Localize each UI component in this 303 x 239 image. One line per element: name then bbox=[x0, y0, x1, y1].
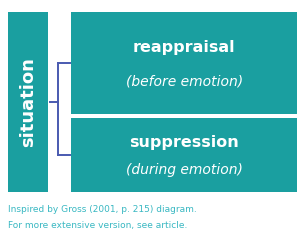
Text: Inspired by Gross (2001, p. 215) diagram.: Inspired by Gross (2001, p. 215) diagram… bbox=[8, 205, 196, 214]
Text: For more extensive version, see article.: For more extensive version, see article. bbox=[8, 221, 187, 230]
Text: (before emotion): (before emotion) bbox=[125, 74, 243, 88]
Bar bbox=[71, 118, 297, 192]
Bar bbox=[8, 12, 48, 192]
Bar bbox=[71, 12, 297, 114]
Text: suppression: suppression bbox=[129, 135, 239, 150]
Text: reappraisal: reappraisal bbox=[133, 40, 235, 55]
Text: (during emotion): (during emotion) bbox=[126, 163, 242, 177]
Text: situation: situation bbox=[19, 57, 37, 147]
